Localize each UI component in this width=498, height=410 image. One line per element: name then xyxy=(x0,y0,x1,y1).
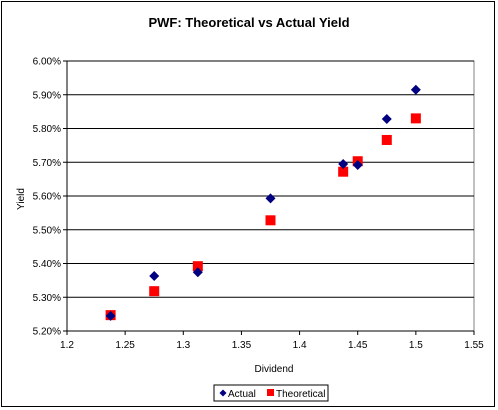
legend: Actual Theoretical xyxy=(213,384,329,402)
legend-actual-marker xyxy=(219,389,227,397)
x-tick-label: 1.45 xyxy=(348,340,368,351)
x-tick-label: 1.25 xyxy=(115,340,135,351)
theoretical-point xyxy=(149,286,160,297)
theoretical-point xyxy=(192,261,203,272)
chart-title: PWF: Theoretical vs Actual Yield xyxy=(148,15,349,30)
actual-point xyxy=(352,159,363,170)
y-tick-label: 5.80% xyxy=(33,124,61,135)
legend-actual-label: Actual xyxy=(228,389,256,400)
x-tick-label: 1.35 xyxy=(232,340,252,351)
actual-point xyxy=(410,84,421,95)
actual-point xyxy=(105,310,116,321)
actual-point xyxy=(338,158,349,169)
y-axis-ticks: 5.20% 5.30% 5.40% 5.50% 5.60% 5.70% 5.80% 5.90%… xyxy=(33,57,68,338)
legend-theoretical-marker xyxy=(267,389,274,396)
x-axis-label: Dividend xyxy=(255,364,294,375)
y-tick-label: 5.90% xyxy=(33,90,61,101)
actual-point xyxy=(192,267,203,278)
y-tick-label: 5.70% xyxy=(33,158,61,169)
theoretical-point xyxy=(381,134,392,145)
x-tick-label: 1.3 xyxy=(176,340,190,351)
grid-lines xyxy=(67,60,474,298)
y-axis-label: Yield xyxy=(16,188,27,210)
y-tick-label: 5.40% xyxy=(33,259,61,270)
y-tick-label: 6.00% xyxy=(33,57,61,68)
data-series xyxy=(105,84,421,321)
y-tick-label: 5.20% xyxy=(33,327,61,338)
legend-theoretical-label: Theoretical xyxy=(276,389,325,400)
actual-point xyxy=(149,270,160,281)
x-tick-label: 1.55 xyxy=(464,340,484,351)
x-tick-label: 1.2 xyxy=(60,340,74,351)
y-tick-label: 5.30% xyxy=(33,293,61,304)
y-tick-label: 5.60% xyxy=(33,192,61,203)
y-tick-label: 5.50% xyxy=(33,225,61,236)
x-tick-label: 1.5 xyxy=(409,340,423,351)
x-tick-label: 1.4 xyxy=(293,340,307,351)
theoretical-point xyxy=(265,215,276,226)
theoretical-point xyxy=(410,113,421,124)
theoretical-point xyxy=(338,166,349,177)
actual-point xyxy=(381,114,392,125)
actual-point xyxy=(265,193,276,204)
x-axis-ticks: 1.2 1.25 1.3 1.35 1.4 1.45 1.5 1.55 xyxy=(60,330,484,351)
